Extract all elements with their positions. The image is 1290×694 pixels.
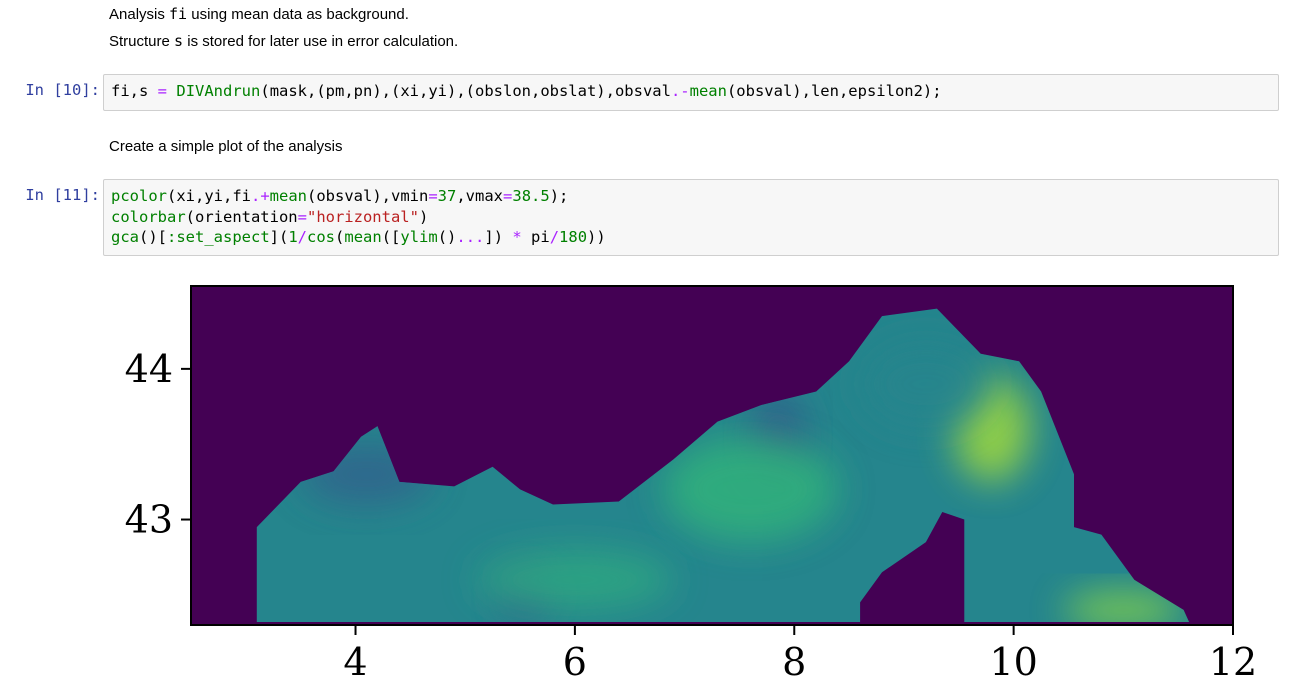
- code-token: (: [335, 228, 345, 246]
- code-token: mean: [344, 228, 382, 246]
- code-token: (obsval),len,epsilon2);: [726, 82, 942, 100]
- code-token: *: [512, 228, 522, 246]
- code-token: =: [157, 82, 168, 100]
- code-token: ([: [381, 228, 401, 246]
- code-token: "horizontal": [306, 207, 419, 226]
- input-prompt-10: In [10]:: [25, 81, 100, 99]
- code-token: 37: [437, 187, 457, 205]
- code-token: (orientation: [185, 207, 298, 226]
- code-token: pcolor: [111, 187, 167, 205]
- code-token: ](: [269, 228, 289, 246]
- code-token: DIVAndrun: [176, 82, 261, 100]
- heatmap-plot: 4 6 8 10 12 43 44: [125, 285, 1257, 684]
- text: is stored for later use in error calcula…: [183, 33, 459, 50]
- code-token: mean: [689, 82, 727, 100]
- inline-code: fi: [169, 5, 188, 23]
- markdown-cell-plot: Create a simple plot of the analysis: [109, 134, 342, 160]
- field-anomaly: [860, 338, 992, 430]
- code-token: .-: [670, 82, 690, 100]
- code-line: fi,s = DIVAndrun(mask,(pm,pn),(xi,yi),(o…: [111, 81, 1272, 102]
- code-token: .+: [251, 187, 270, 205]
- code-line: colorbar(orientation="horizontal"): [111, 207, 1272, 228]
- code-token: =: [503, 187, 513, 205]
- code-token: (obsval),vmin: [307, 187, 429, 205]
- code-cell-11[interactable]: pcolor(xi,yi,fi.+mean(obsval),vmin=37,vm…: [103, 179, 1279, 256]
- heatmap-layer: [256, 308, 1190, 622]
- code-token: 1: [288, 228, 298, 246]
- code-token: /: [549, 228, 560, 246]
- code-token: =: [297, 207, 307, 226]
- code-token: [167, 82, 176, 100]
- code-token: ,vmax: [456, 187, 504, 205]
- x-tick-label: 4: [343, 640, 367, 684]
- code-token: ]): [484, 228, 513, 246]
- plot-output: 4 6 8 10 12 43 44: [0, 272, 1290, 689]
- inline-code: s: [174, 32, 184, 50]
- input-prompt-11: In [11]:: [25, 186, 100, 204]
- field-anomaly: [1062, 591, 1184, 622]
- x-tick-label: 12: [1209, 640, 1257, 684]
- axes-frame: [190, 285, 1234, 626]
- markdown-cell-analysis: Analysis fi using mean data as backgroun…: [109, 1, 458, 55]
- code-line: pcolor(xi,yi,fi.+mean(obsval),vmin=37,vm…: [111, 186, 1272, 207]
- x-tick-label: 8: [782, 640, 806, 684]
- code-cell-10[interactable]: fi,s = DIVAndrun(mask,(pm,pn),(xi,yi),(o…: [103, 74, 1279, 111]
- x-axis: 4 6 8 10 12: [343, 625, 1257, 684]
- x-tick-label: 6: [563, 640, 587, 684]
- code-token: /: [297, 228, 308, 246]
- code-token: (mask,(pm,pn),(xi,yi),(obslon,obslat),ob…: [260, 82, 671, 100]
- y-tick-label: 43: [125, 498, 173, 542]
- code-token: gca: [111, 228, 139, 246]
- code-token: 180: [559, 228, 588, 246]
- field-anomalies: [300, 338, 1184, 622]
- text: using mean data as background.: [187, 6, 409, 23]
- y-axis: 43 44: [125, 347, 191, 542]
- code-token: (xi,yi,fi: [167, 187, 251, 205]
- text: Structure: [109, 33, 175, 50]
- code-line: gca()[:set_aspect](1/cos(mean([ylim()...…: [111, 227, 1272, 248]
- x-tick-label: 10: [989, 640, 1037, 684]
- code-token: 38.5: [512, 187, 550, 205]
- markdown-line: Analysis fi using mean data as backgroun…: [109, 1, 458, 28]
- markdown-line: Create a simple plot of the analysis: [109, 138, 343, 155]
- code-token: ylim: [400, 228, 438, 246]
- code-token: ): [418, 207, 429, 226]
- code-token: (): [437, 228, 457, 246]
- code-token: =: [428, 187, 438, 205]
- markdown-line: Structure s is stored for later use in e…: [109, 28, 458, 55]
- code-token: pi: [521, 228, 550, 246]
- code-token: ...: [456, 228, 485, 246]
- code-token: mean: [269, 187, 307, 205]
- text: Analysis: [109, 6, 170, 23]
- field-anomaly: [662, 436, 839, 543]
- code-token: );: [549, 187, 569, 205]
- code-token: :set_aspect: [167, 228, 270, 246]
- code-token: )): [587, 228, 606, 246]
- code-token: fi,s: [111, 82, 158, 100]
- code-token: colorbar: [111, 207, 186, 226]
- code-token: cos: [307, 228, 336, 246]
- y-tick-label: 44: [125, 347, 173, 391]
- code-token: ()[: [139, 228, 167, 246]
- field-anomaly: [476, 549, 674, 610]
